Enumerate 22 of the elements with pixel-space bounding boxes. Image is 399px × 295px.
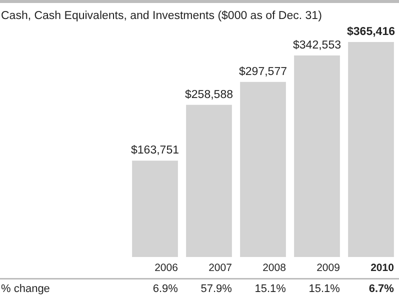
data-label: $258,588 bbox=[185, 88, 233, 101]
bar bbox=[132, 160, 178, 257]
x-tick-label: 2008 bbox=[262, 262, 286, 274]
text: 57.9% bbox=[200, 283, 232, 295]
text: 15.1% bbox=[308, 283, 340, 295]
text: 6.7% bbox=[368, 283, 394, 295]
x-tick-label: 2007 bbox=[208, 262, 232, 274]
x-tick-label: 2006 bbox=[154, 262, 178, 274]
bar bbox=[348, 42, 394, 257]
data-label: $342,553 bbox=[293, 39, 341, 52]
x-tick-label: 2010 bbox=[370, 262, 394, 274]
bar bbox=[186, 104, 232, 257]
data-label: $163,751 bbox=[131, 144, 179, 157]
data-label: $297,577 bbox=[239, 66, 287, 78]
text: 15.1% bbox=[254, 283, 286, 295]
x-tick-label: 2009 bbox=[316, 262, 340, 274]
data-label: $365,416 bbox=[347, 26, 395, 38]
bar bbox=[240, 82, 286, 257]
text: 6.9% bbox=[152, 283, 178, 295]
chart-title: Cash, Cash Equivalents, and Investments ($000 as of Dec. 31) bbox=[1, 10, 322, 22]
bar bbox=[294, 55, 340, 257]
text: % change bbox=[1, 283, 50, 295]
